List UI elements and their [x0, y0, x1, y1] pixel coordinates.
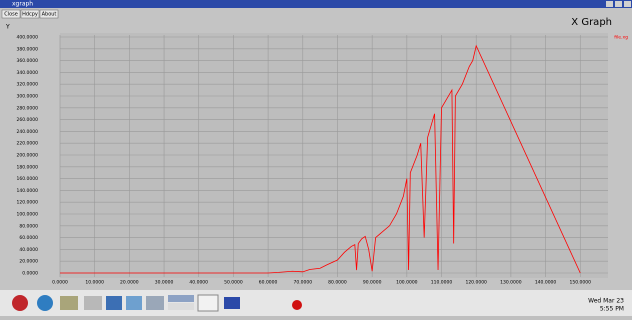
- x-tick-label: 20.0000: [120, 280, 139, 286]
- maximize[interactable]: [615, 1, 622, 7]
- y-tick-label: 240.0000: [17, 129, 39, 135]
- y-tick-label: 120.0000: [17, 200, 39, 206]
- y-tick-label: 360.0000: [17, 58, 39, 64]
- window-title: xgraph: [12, 1, 33, 8]
- y-tick-label: 380.0000: [17, 46, 39, 52]
- app-icon[interactable]: [146, 296, 164, 310]
- legend-label: file.xg: [614, 35, 628, 41]
- pager[interactable]: [168, 295, 194, 302]
- y-tick-label: 0.0000: [22, 271, 38, 277]
- y-tick-label: 320.0000: [17, 82, 39, 88]
- editor-icon[interactable]: [84, 296, 102, 310]
- terminal-icon[interactable]: [106, 296, 122, 310]
- x-tick-label: 90.0000: [363, 280, 382, 286]
- y-tick-label: 340.0000: [17, 70, 39, 76]
- y-tick-label: 200.0000: [17, 153, 39, 159]
- x-tick-label: 70.0000: [293, 280, 312, 286]
- clock-date: Wed Mar 23: [588, 298, 624, 305]
- x-tick-label: 50.0000: [224, 280, 243, 286]
- y-tick-label: 300.0000: [17, 94, 39, 100]
- clock-time: 5:55 PM: [600, 306, 624, 313]
- y-axis-label: Y: [5, 24, 10, 31]
- y-tick-label: 160.0000: [17, 176, 39, 182]
- y-tick-label: 40.0000: [19, 247, 38, 253]
- plot-area: [60, 33, 608, 278]
- y-tick-label: 140.0000: [17, 188, 39, 194]
- y-tick-label: 80.0000: [19, 223, 38, 229]
- start-icon[interactable]: [12, 295, 28, 311]
- y-tick-label: 100.0000: [17, 212, 39, 218]
- x-tick-label: 10.0000: [85, 280, 104, 286]
- chart-title: X Graph: [571, 17, 612, 28]
- y-tick-label: 60.0000: [19, 235, 38, 241]
- x-tick-label: 60.0000: [259, 280, 278, 286]
- minimize[interactable]: [606, 1, 613, 7]
- status-icon[interactable]: [292, 300, 302, 310]
- x-tick-label: 30.0000: [155, 280, 174, 286]
- x-tick-label: 40.0000: [189, 280, 208, 286]
- x-tick-label: 140.0000: [535, 280, 557, 286]
- button-label[interactable]: Close: [4, 12, 18, 18]
- x-tick-label: 150.0000: [570, 280, 592, 286]
- button-label[interactable]: Hdcpy: [22, 12, 38, 18]
- close-window[interactable]: [624, 1, 631, 7]
- browser-icon[interactable]: [37, 295, 53, 311]
- x-tick-label: 130.0000: [500, 280, 522, 286]
- window-button[interactable]: [224, 297, 240, 309]
- page: xgraph Close Hdcpy About X Graph Y 0.0000 2…: [0, 0, 632, 316]
- app-icon[interactable]: [126, 296, 142, 310]
- files-icon[interactable]: [60, 296, 78, 310]
- x-tick-label: 0.0000: [52, 280, 68, 286]
- x-tick-label: 110.0000: [431, 280, 453, 286]
- y-tick-label: 20.0000: [19, 259, 38, 265]
- x-tick-label: 100.0000: [396, 280, 418, 286]
- window-controls[interactable]: [606, 1, 631, 7]
- y-tick-label: 220.0000: [17, 141, 39, 147]
- x-tick-label: 120.0000: [465, 280, 487, 286]
- y-tick-label: 260.0000: [17, 117, 39, 123]
- button-label[interactable]: About: [42, 12, 57, 18]
- y-tick-label: 180.0000: [17, 164, 39, 170]
- workspace[interactable]: [198, 295, 218, 311]
- y-tick-label: 400.0000: [17, 35, 39, 41]
- y-tick-label: 280.0000: [17, 105, 39, 111]
- pager[interactable]: [168, 303, 194, 310]
- title-bar: [0, 0, 632, 8]
- x-tick-label: 80.0000: [328, 280, 347, 286]
- screen: xgraph Close Hdcpy About X Graph Y 0.0000 2…: [0, 0, 632, 316]
